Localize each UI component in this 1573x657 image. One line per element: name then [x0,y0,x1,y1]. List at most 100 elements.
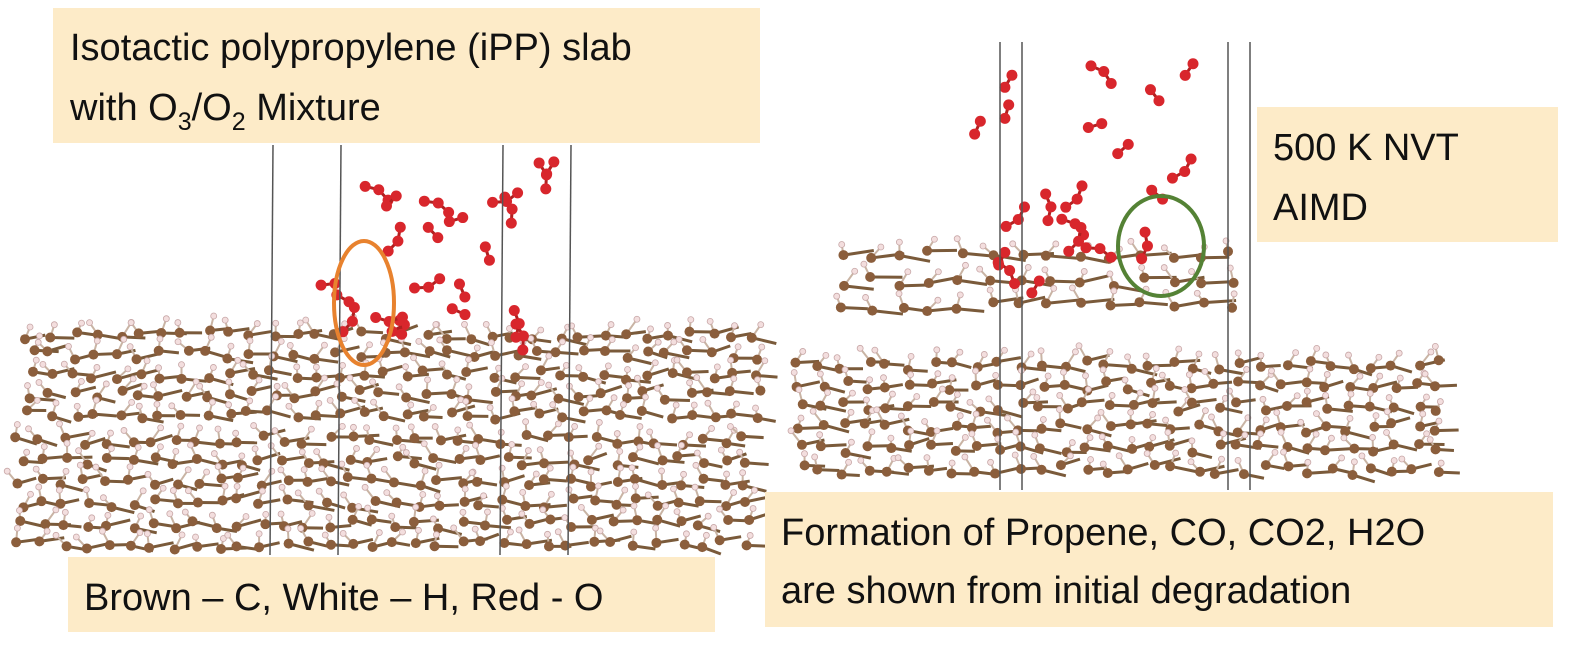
carbon-atom [216,473,227,484]
hydrogen-atom [353,445,360,452]
carbon-atom [1036,464,1047,475]
hydrogen-atom [1094,414,1102,422]
carbon-atom [92,329,103,340]
carbon-atom [838,397,849,408]
hydrogen-atom [522,418,530,426]
hydrogen-atom [787,427,795,435]
carbon-atom [698,458,709,469]
carbon-atom [600,346,611,357]
carbon-atom [752,413,763,424]
carbon-atom [152,410,163,421]
carbon-atom [263,365,274,376]
carbon-atom [657,455,668,466]
hydrogen-atom [704,399,712,407]
carbon-atom [310,386,321,397]
hydrogen-atom [1234,456,1242,464]
hydrogen-atom [692,461,700,469]
carbon-atom [679,539,690,550]
carbon-atom [1415,421,1426,432]
oxygen-atom [1073,235,1085,247]
carbon-atom [1040,298,1051,309]
carbon-atom [1414,439,1425,450]
hydrogen-atom [816,370,824,378]
carbon-atom [539,458,550,469]
oxygen-atom [1098,66,1110,78]
hydrogen-atom [577,503,585,511]
hydrogen-atom [1396,374,1404,382]
carbon-atom [1169,357,1180,368]
hydrogen-atom [65,343,72,350]
hydrogen-atom [192,533,199,541]
carbon-atom [1062,403,1073,414]
hydrogen-atom [224,531,232,539]
carbon-atom [1369,421,1380,432]
hydrogen-atom [761,357,769,365]
carbon-atom [726,408,737,419]
hydrogen-atom [145,506,153,514]
carbon-atom [175,409,186,420]
oxygen-atom [1144,84,1156,96]
oxygen-atom [434,273,446,285]
carbon-atom [612,438,623,449]
hydrogen-atom [1426,436,1434,444]
carbon-atom [326,431,337,442]
hydrogen-atom [1050,285,1058,292]
carbon-atom [815,400,826,411]
hydrogen-atom [174,319,182,326]
hydrogen-atom [1313,344,1321,352]
hydrogen-atom [833,354,841,362]
carbon-atom [589,536,600,547]
carbon-atom [1238,469,1249,480]
hydrogen-atom [1027,350,1035,358]
carbon-atom [370,496,381,507]
carbon-atom [171,523,182,534]
carbon-atom [499,538,510,549]
oxygen-atom [999,246,1011,258]
carbon-atom [1102,467,1113,478]
carbon-atom [1429,381,1440,392]
hydrogen-atom [410,354,417,362]
hydrogen-atom [933,346,941,354]
oxygen-atom [1004,264,1016,276]
oxygen-atom [483,254,495,266]
hydrogen-atom [1185,371,1193,379]
hydrogen-atom [1312,430,1320,438]
hydrogen-atom [642,393,649,401]
carbon-atom [15,515,26,526]
hydrogen-atom [92,463,100,471]
carbon-atom [926,439,937,450]
highlight-ellipse [332,239,396,367]
carbon-atom [524,518,535,529]
carbon-atom [428,453,439,464]
carbon-atom [526,390,537,401]
hydrogen-atom [250,422,258,429]
bond [1080,297,1115,305]
oxygen-atom [373,184,385,196]
hydrogen-atom [522,363,529,371]
hydrogen-atom [312,363,320,371]
carbon-atom [111,349,122,360]
oxygen-atom [396,328,408,340]
carbon-atom [957,248,968,259]
hydrogen-atom [934,296,942,304]
carbon-atom [1385,360,1396,371]
carbon-atom [309,328,320,339]
hydrogen-atom [308,509,316,517]
hydrogen-atom [137,512,145,520]
hydrogen-atom [630,528,638,536]
hydrogen-atom [480,492,487,500]
hydrogen-atom [662,502,669,510]
hydrogen-atom [429,515,437,523]
carbon-atom [542,430,553,441]
hydrogen-atom [1009,240,1017,248]
carbon-atom [990,468,1001,479]
carbon-atom [572,332,583,343]
hydrogen-atom [693,374,701,381]
hydrogen-atom [1292,349,1300,356]
carbon-atom [516,460,527,471]
carbon-atom [61,541,72,552]
hydrogen-atom [860,260,868,268]
oxygen-atom [1076,180,1088,192]
oxygen-atom [432,197,444,209]
hydrogen-atom [1056,406,1063,413]
